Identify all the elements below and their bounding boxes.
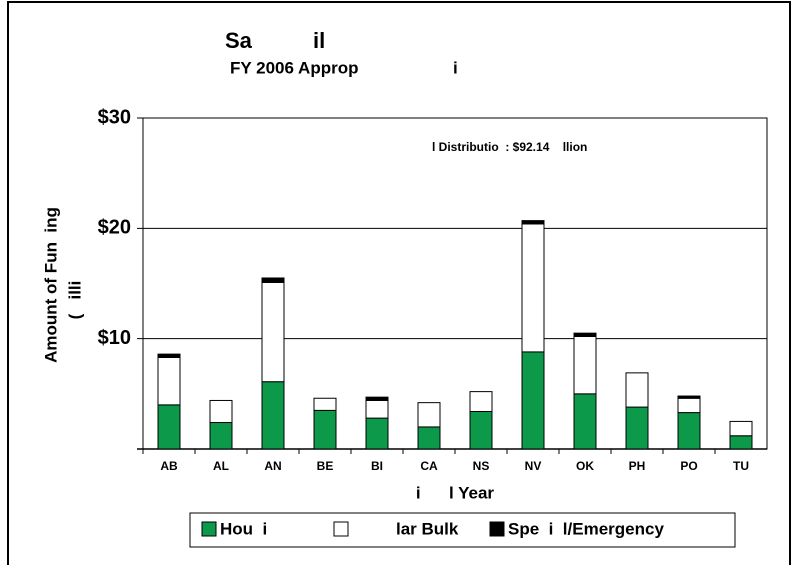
x-tick-label: PH — [629, 459, 646, 473]
chart-subtitle: FY 2006 Approp i — [230, 58, 458, 77]
bar-segment — [417, 426, 441, 450]
bar-segment — [157, 404, 181, 450]
bar-segment — [365, 399, 389, 419]
legend-swatch — [201, 521, 217, 537]
bar-segment — [677, 412, 701, 450]
bar-segment — [261, 281, 285, 383]
bar-segment — [729, 420, 753, 437]
y-axis-label: Amount of Fun ing — [41, 207, 60, 363]
x-tick-label: OK — [576, 459, 594, 473]
bar-segment — [625, 406, 649, 450]
bar-segment — [417, 402, 441, 428]
x-tick-label: AN — [264, 459, 281, 473]
bar-segment — [469, 410, 493, 450]
bar-segment — [157, 356, 181, 406]
bar-segment — [365, 396, 389, 401]
x-tick-label: NS — [473, 459, 490, 473]
legend-swatch — [489, 521, 505, 537]
x-tick-label: NV — [525, 459, 542, 473]
x-axis-label: i l Year — [416, 483, 495, 502]
bar-segment — [573, 335, 597, 395]
y-axis-label: ( illi — [65, 281, 84, 320]
bar-segment — [365, 417, 389, 450]
legend-swatch — [333, 521, 349, 537]
bar-segment — [157, 353, 181, 358]
x-tick-label: BE — [317, 459, 334, 473]
bar-segment — [209, 399, 233, 424]
legend-label: Spe i l/Emergency — [508, 519, 664, 538]
bar-segment — [521, 220, 545, 225]
x-tick-label: AB — [160, 459, 178, 473]
bar-segment — [261, 381, 285, 450]
bar-segment — [677, 395, 701, 399]
y-tick-label: $10 — [98, 327, 131, 349]
bar-segment — [209, 422, 233, 450]
frame — [7, 1, 791, 570]
bar-segment — [729, 435, 753, 450]
x-tick-label: TU — [733, 459, 749, 473]
legend-label: lar Bulk — [396, 519, 459, 538]
x-tick-label: CA — [420, 459, 438, 473]
bar-segment — [521, 223, 545, 353]
y-tick-label: $20 — [98, 217, 131, 239]
bar-segment — [625, 372, 649, 408]
x-tick-label: AL — [213, 459, 229, 473]
bar-segment — [261, 277, 285, 283]
x-tick-label: PO — [680, 459, 697, 473]
bar-segment — [677, 397, 701, 414]
x-tick-label: BI — [371, 459, 383, 473]
y-tick-label: $30 — [98, 106, 131, 128]
annotation: l Distributio : $92.14 llion — [432, 140, 587, 154]
chart-title: Sa il — [225, 28, 325, 53]
bar-segment — [521, 351, 545, 450]
bar-segment — [469, 391, 493, 412]
bar-segment — [573, 393, 597, 450]
bar-segment — [313, 409, 337, 450]
bar-segment — [573, 332, 597, 337]
plot-area — [142, 117, 768, 450]
legend — [189, 512, 736, 548]
bar-segment — [313, 397, 337, 411]
legend-label: Hou i — [220, 519, 267, 538]
